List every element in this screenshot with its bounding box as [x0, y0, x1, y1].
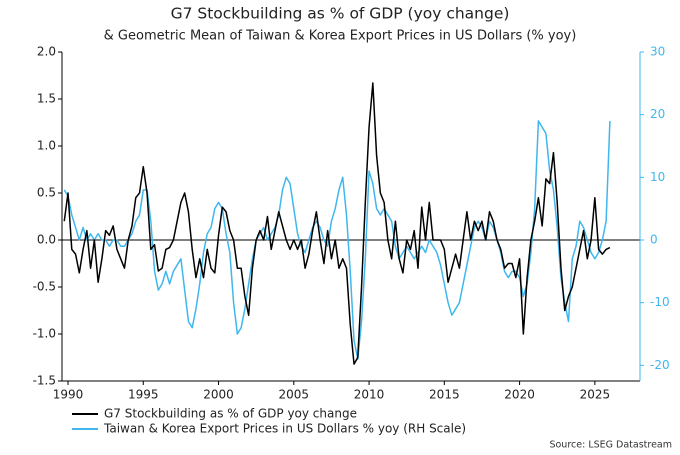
y2-tick-label: 30 [650, 45, 665, 59]
x-tick-label: 2000 [203, 388, 234, 402]
x-tick-label: 2010 [354, 388, 385, 402]
y-tick-label: 0.5 [37, 186, 56, 200]
chart-subtitle: & Geometric Mean of Taiwan & Korea Expor… [104, 29, 577, 44]
y-tick-label: -0.5 [33, 280, 56, 294]
y-tick-label: -1.5 [33, 374, 56, 388]
series-line [63, 120, 611, 360]
y-tick-label: 1.0 [37, 139, 56, 153]
y2-tick-label: 10 [650, 170, 665, 184]
legend-label: G7 Stockbuilding as % of GDP yoy change [104, 407, 357, 421]
y2-tick-label: -10 [650, 295, 670, 309]
y-tick-label: 1.5 [37, 92, 56, 106]
y-tick-label: 0.0 [37, 233, 56, 247]
y-tick-label: -1.0 [33, 327, 56, 341]
x-tick-label: 1990 [53, 388, 84, 402]
y2-tick-label: 0 [650, 233, 658, 247]
x-tick-label: 2020 [504, 388, 535, 402]
chart-title: G7 Stockbuilding as % of GDP (yoy change… [171, 5, 510, 23]
y2-tick-label: 20 [650, 107, 665, 121]
x-tick-label: 1995 [128, 388, 159, 402]
legend-label: Taiwan & Korea Export Prices in US Dolla… [103, 422, 466, 436]
y2-tick-label: -20 [650, 358, 670, 372]
series-line [63, 82, 611, 365]
source-note: Source: LSEG Datastream [549, 440, 672, 451]
x-tick-label: 2015 [429, 388, 460, 402]
y-tick-label: 2.0 [37, 45, 56, 59]
x-tick-label: 2005 [279, 388, 310, 402]
x-tick-label: 2025 [580, 388, 611, 402]
